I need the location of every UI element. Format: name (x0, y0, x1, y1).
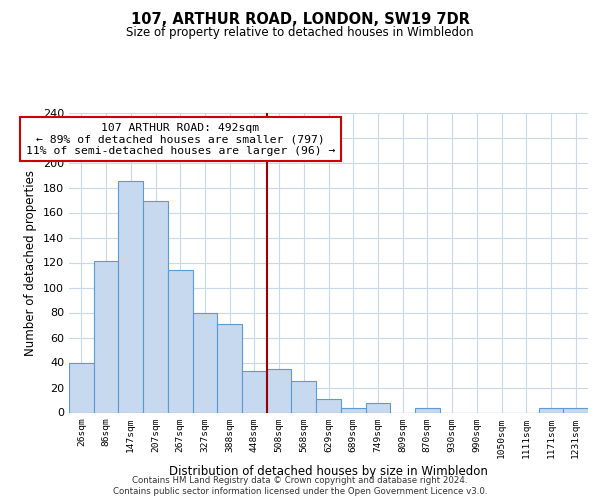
Bar (292, 381, 316, 412)
Bar (193, 312, 217, 412)
Bar (365, 402, 390, 412)
Text: 107, ARTHUR ROAD, LONDON, SW19 7DR: 107, ARTHUR ROAD, LONDON, SW19 7DR (131, 12, 469, 28)
Bar (563, 408, 588, 412)
Bar (242, 371, 267, 412)
Bar (341, 408, 365, 412)
Bar (316, 399, 341, 412)
Bar (69, 362, 94, 412)
Bar (168, 270, 193, 412)
Bar (539, 408, 563, 412)
Bar (118, 181, 143, 412)
Text: Size of property relative to detached houses in Wimbledon: Size of property relative to detached ho… (126, 26, 474, 39)
X-axis label: Distribution of detached houses by size in Wimbledon: Distribution of detached houses by size … (169, 464, 488, 477)
Text: Contains HM Land Registry data © Crown copyright and database right 2024.: Contains HM Land Registry data © Crown c… (132, 476, 468, 485)
Text: 107 ARTHUR ROAD: 492sqm
← 89% of detached houses are smaller (797)
11% of semi-d: 107 ARTHUR ROAD: 492sqm ← 89% of detache… (26, 122, 335, 156)
Text: Contains public sector information licensed under the Open Government Licence v3: Contains public sector information licen… (113, 487, 487, 496)
Bar (94, 261, 118, 412)
Y-axis label: Number of detached properties: Number of detached properties (25, 170, 37, 356)
Bar (415, 408, 440, 412)
Bar (267, 369, 292, 412)
Bar (217, 324, 242, 412)
Bar (143, 201, 168, 412)
